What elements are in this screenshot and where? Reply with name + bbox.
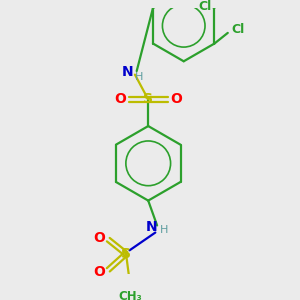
Text: N: N [122,65,134,79]
Text: CH₃: CH₃ [118,290,142,300]
Text: H: H [160,225,168,235]
Text: O: O [114,92,126,106]
Text: S: S [121,247,131,261]
Text: Cl: Cl [198,0,212,13]
Text: N: N [146,220,158,234]
Text: Cl: Cl [232,23,245,36]
Text: S: S [143,92,153,106]
Text: O: O [94,231,105,245]
Text: H: H [135,72,143,82]
Text: O: O [94,265,105,279]
Text: O: O [171,92,183,106]
